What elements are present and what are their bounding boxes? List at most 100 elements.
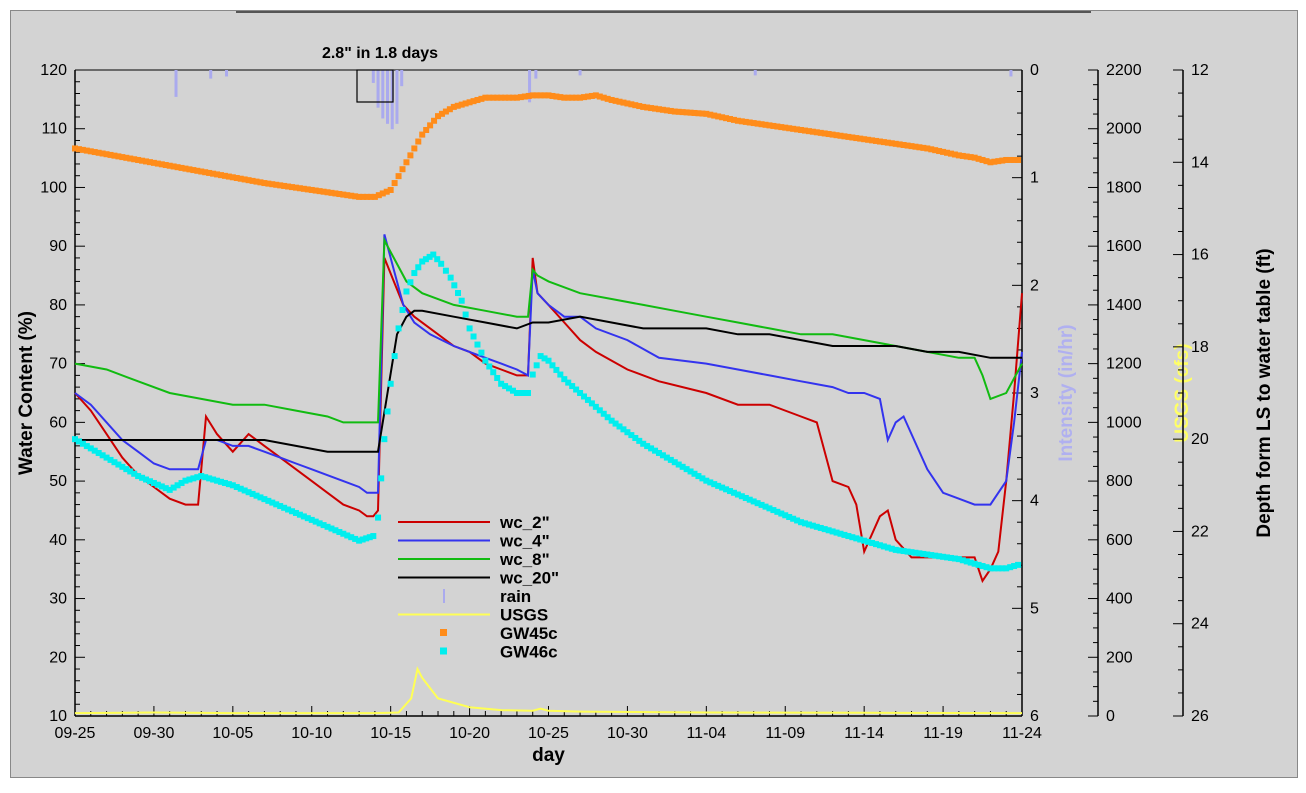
gw46c-point [135,473,142,480]
gw46c-point [809,522,816,529]
gw46c-point [959,557,966,564]
gw46c-point [837,530,844,537]
x-tick-label: 11-04 [686,725,726,742]
gw46c-point [506,385,513,392]
gw46c-point [391,353,398,360]
rain-bar [395,70,399,124]
usgs-tick-label: 1000 [1106,414,1142,431]
usgs-tick-label: 200 [1106,649,1133,666]
gw45c-point [154,160,161,167]
gw46c-point [659,452,666,459]
gw45c-point [809,128,816,135]
gw46c-point [671,459,678,466]
depth-tick-label: 18 [1191,339,1209,356]
gw46c-point [154,481,161,488]
gw45c-point [569,94,576,101]
wc-tick-label: 20 [49,649,67,666]
gw46c-point [166,486,173,493]
gw46c-point [225,481,232,488]
gw45c-point [778,124,785,131]
gw45c-point [683,109,690,116]
gw45c-point [604,95,611,102]
gw46c-point [474,341,481,348]
gw45c-point [971,154,978,161]
gw46c-point [880,543,887,550]
gw45c-point [292,184,299,191]
gw45c-point [636,103,643,110]
gw46c-point [742,494,749,501]
gw45c-point [363,193,370,200]
gw45c-point [727,116,734,123]
gw46c-point [186,476,193,483]
gw46c-point [513,390,520,396]
gw46c-point [75,438,82,445]
gw46c-point [210,476,217,483]
gw45c-point [352,193,359,200]
gw46c-point [494,375,501,382]
gw46c-point [991,565,998,572]
intensity-tick-label: 3 [1030,385,1039,402]
gw46c-point [805,521,812,528]
gw46c-point [703,477,710,484]
wc-tick-label: 120 [40,62,67,79]
gw45c-point [711,112,718,119]
gw46c-point [363,535,370,542]
gw46c-point [482,357,489,364]
gw46c-point [381,436,388,443]
gw46c-point [1015,561,1022,568]
gw46c-point [553,366,560,373]
gw46c-point [344,532,351,539]
gw45c-point [115,153,122,160]
gw45c-point [896,141,903,148]
legend-label-gw45c: GW45c [500,624,558,643]
gw46c-point [746,496,753,503]
gw45c-point [521,93,528,100]
gw45c-point [553,93,560,100]
gw45c-point [79,146,86,153]
gw45c-point [135,156,142,163]
gw45c-point [565,94,572,101]
gw46c-point [320,522,327,529]
gw45c-point [786,125,793,132]
chart-frame [10,10,1298,778]
usgs-tick-label: 1200 [1106,356,1142,373]
gw46c-point [366,534,373,541]
gw46c-point [545,357,552,364]
gw46c-point [273,501,280,508]
x-tick-label: 10-15 [370,725,411,742]
gw45c-point [616,98,623,105]
gw45c-point [869,137,876,144]
wc-tick-label: 90 [49,238,67,255]
gw46c-point [754,500,761,507]
x-tick-label: 09-30 [133,725,174,742]
gw45c-point [691,109,698,116]
gw45c-point [746,119,753,126]
gw45c-point [450,103,457,110]
gw45c-point [829,131,836,138]
legend-label-wc2: wc_2" [499,513,550,532]
gw46c-point [162,485,169,492]
gw45c-point [75,146,82,153]
gw45c-point [644,104,651,111]
gw46c-point [608,417,615,424]
wc-tick-label: 10 [49,708,67,725]
gw45c-point [766,122,773,129]
gw45c-point [963,153,970,160]
gw45c-point [592,92,599,99]
gw46c-point [296,511,303,518]
wc-tick-label: 30 [49,591,67,608]
gw46c-point [292,509,299,516]
gw46c-point [999,565,1006,572]
gw45c-point [979,156,986,163]
gw46c-point [592,403,599,410]
gw46c-point [936,553,943,560]
gw46c-point [561,376,568,383]
x-tick-label: 09-25 [55,725,96,742]
gw46c-point [237,485,244,492]
gw46c-point [908,549,915,556]
gw46c-point [624,429,631,436]
gw45c-point [328,189,335,196]
gw45c-point [671,108,678,115]
gw45c-point [817,129,824,136]
